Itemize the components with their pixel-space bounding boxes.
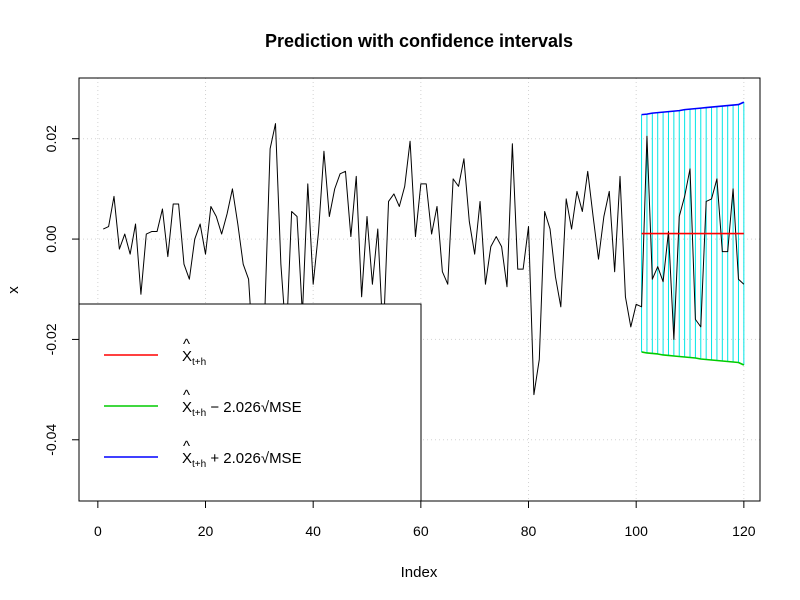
x-axis-title: Index (401, 564, 438, 581)
x-tick-label: 120 (732, 523, 756, 539)
legend-label: ^ Xt+h + 2.026√MSE (182, 438, 302, 470)
legend: ^ Xt+h ^ Xt+h − 2.026√MSE ^ Xt+h + 2.026√MSE (78, 303, 422, 502)
legend-box (78, 303, 422, 502)
legend-label: ^ Xt+h − 2.026√MSE (182, 387, 302, 419)
x-tick-label: 40 (305, 523, 321, 539)
y-tick-label: -0.04 (43, 424, 59, 456)
x-tick-label: 80 (521, 523, 537, 539)
observed-series-line (103, 123, 745, 396)
y-axis: -0.04 -0.02 0.00 0.02 (43, 125, 80, 456)
upper-bound-line (641, 101, 745, 116)
data-series (103, 101, 745, 396)
y-tick-label: 0.02 (43, 125, 59, 152)
chart-title: Prediction with confidence intervals (265, 31, 573, 51)
x-tick-label: 0 (94, 523, 102, 539)
lower-bound-line (641, 351, 745, 366)
x-tick-label: 100 (625, 523, 649, 539)
y-tick-label: 0.00 (43, 225, 59, 252)
x-tick-label: 60 (413, 523, 429, 539)
y-tick-label: -0.02 (43, 323, 59, 355)
y-axis-title: x (5, 286, 22, 294)
legend-label: ^ Xt+h (182, 336, 206, 368)
x-axis: 0 20 40 60 80 100 120 (94, 500, 756, 539)
x-tick-label: 20 (198, 523, 214, 539)
